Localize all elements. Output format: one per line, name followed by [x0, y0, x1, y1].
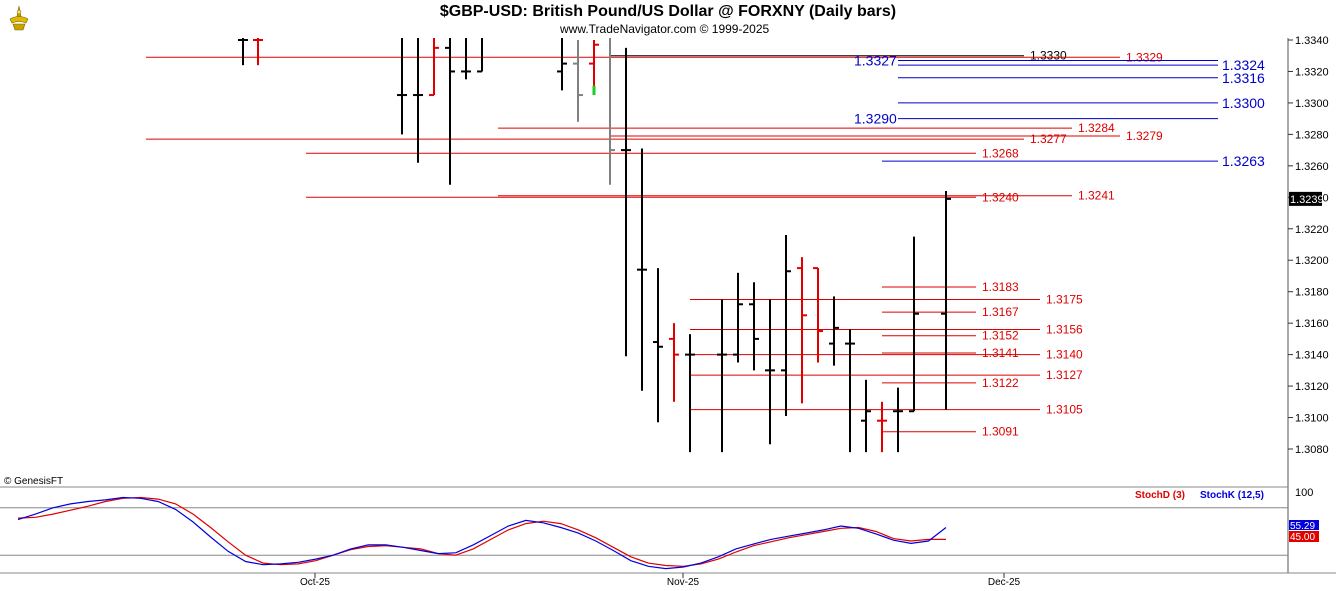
x-tick-label: Oct-25	[300, 577, 330, 588]
ohlc-bar	[573, 40, 583, 122]
x-tick-label: Dec-25	[988, 577, 1021, 588]
level-label-1.3240: 1.3240	[982, 190, 1019, 204]
chart-title: $GBP-USD: British Pound/US Dollar @ FORX…	[439, 3, 897, 20]
level-label-1.3284: 1.3284	[1078, 121, 1115, 135]
ohlc-bar	[845, 329, 855, 453]
y-tick-label: 1.3200	[1295, 255, 1329, 267]
y-tick-label: 1.3100	[1295, 413, 1329, 425]
stoch-k-badge	[1289, 520, 1319, 530]
chart-subtitle: www.TradeNavigator.com © 1999-2025	[560, 22, 770, 36]
ohlc-bar	[717, 299, 727, 453]
y-tick-label: 1.3120	[1295, 381, 1329, 393]
level-label-1.3263: 1.3263	[1222, 153, 1265, 169]
level-label-1.3241: 1.3241	[1078, 189, 1115, 203]
level-label-1.3175: 1.3175	[1046, 293, 1083, 307]
ohlc-bar	[893, 387, 903, 453]
level-label-1.3127: 1.3127	[1046, 368, 1083, 382]
level-label-1.3167: 1.3167	[982, 305, 1019, 319]
ohlc-bar	[733, 272, 743, 363]
stoch-k-line	[17, 496, 947, 570]
level-label-1.3290: 1.3290	[854, 111, 897, 127]
level-label-1.3300: 1.3300	[1222, 95, 1265, 111]
ohlc-bar	[877, 401, 887, 453]
ohlc-bar	[781, 235, 791, 416]
level-label-1.3330: 1.3330	[1030, 49, 1067, 63]
level-label-1.3279: 1.3279	[1126, 129, 1163, 143]
ohlc-bars	[238, 38, 951, 453]
y-tick-label: 1.3180	[1295, 287, 1329, 299]
level-label-1.3122: 1.3122	[982, 376, 1019, 390]
level-label-1.3141: 1.3141	[982, 346, 1019, 360]
level-label-1.3105: 1.3105	[1046, 403, 1083, 417]
price-axis[interactable]: 1.33401.33201.33001.32801.32601.32401.32…	[1288, 35, 1329, 456]
ohlc-bar	[829, 296, 839, 366]
level-label-1.3324: 1.3324	[1222, 57, 1265, 73]
credit-label: © GenesisFT	[4, 476, 63, 487]
level-label-1.3140: 1.3140	[1046, 348, 1083, 362]
ohlc-bar	[797, 257, 807, 404]
level-label-1.3152: 1.3152	[982, 329, 1019, 343]
y-tick-label: 1.3160	[1295, 318, 1329, 330]
last-price-label: 1.3239	[1290, 194, 1324, 206]
y-tick-label: 1.3080	[1295, 444, 1329, 456]
ohlc-bar	[609, 38, 615, 185]
ohlc-bar	[589, 40, 599, 92]
y-tick-label: 1.3280	[1295, 129, 1329, 141]
ohlc-bar	[413, 38, 423, 163]
last-price-badge	[1289, 191, 1322, 206]
stoch-k-value: 55.29	[1290, 521, 1315, 532]
level-label-1.3183: 1.3183	[982, 280, 1019, 294]
stoch-d-badge	[1289, 531, 1319, 542]
level-label-1.3091: 1.3091	[982, 425, 1019, 439]
y-tick-label: 1.3140	[1295, 350, 1329, 362]
ohlc-bar	[238, 38, 248, 66]
stoch-d-line	[17, 496, 946, 567]
level-label-1.3268: 1.3268	[982, 146, 1019, 160]
ohlc-bar	[621, 47, 631, 357]
ohlc-bar	[749, 282, 759, 371]
ohlc-bar	[813, 267, 823, 363]
chart-frame	[0, 38, 1336, 574]
ohlc-bar	[445, 38, 455, 185]
legend-stoch-d: StochD (3)	[1135, 490, 1185, 501]
x-tick-label: Nov-25	[667, 577, 700, 588]
ohlc-bar	[397, 38, 407, 135]
level-label-1.3277: 1.3277	[1030, 132, 1067, 146]
y-tick-label: 1.3260	[1295, 161, 1329, 173]
ohlc-bar	[461, 38, 471, 80]
level-label-1.3329: 1.3329	[1126, 50, 1163, 64]
ohlc-bar	[637, 148, 647, 391]
ohlc-bar	[477, 38, 483, 73]
legend-stoch-k: StochK (12,5)	[1200, 490, 1264, 501]
trade-navigator-logo-icon	[4, 3, 34, 33]
y-tick-label: 1.3300	[1295, 98, 1329, 110]
level-label-1.3316: 1.3316	[1222, 70, 1265, 86]
ohlc-bar	[909, 236, 919, 413]
ohlc-bar	[685, 334, 695, 453]
date-axis[interactable]: Oct-25 Nov-25 Dec-25	[300, 573, 1021, 588]
ohlc-bar	[653, 268, 663, 423]
price-panel-bg	[0, 38, 1288, 486]
chart-header: $GBP-USD: British Pound/US Dollar @ FORX…	[0, 0, 1336, 38]
stoch-d-value: 45.00	[1290, 532, 1315, 543]
ohlc-bar	[861, 379, 871, 453]
level-label-1.3327: 1.3327	[854, 52, 897, 68]
ohlc-bar	[669, 323, 679, 402]
ohlc-bar	[765, 299, 775, 445]
y-tick-label: 1.3220	[1295, 224, 1329, 236]
y-tick-label: 1.3340	[1295, 35, 1329, 47]
ohlc-bar	[429, 38, 439, 97]
ohlc-bar	[941, 191, 951, 410]
stoch-tick-label: 100	[1295, 487, 1313, 499]
y-tick-label: 1.3320	[1295, 66, 1329, 78]
level-label-1.3156: 1.3156	[1046, 322, 1083, 336]
ohlc-bar	[253, 38, 263, 66]
ohlc-bar	[557, 38, 567, 91]
